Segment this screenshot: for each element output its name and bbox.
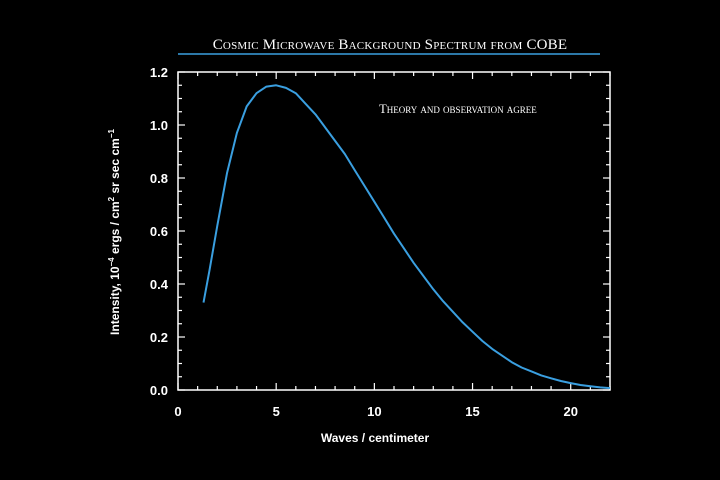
chart-title: Cosmic Microwave Background Spectrum fro… [213,37,568,53]
x-axis-ticks: 0 5 10 15 20 [174,72,611,419]
y-tick-label: 1.0 [150,118,168,133]
x-axis-label: Waves / centimeter [321,431,430,445]
x-tick-label: 0 [174,404,181,419]
y-tick-label: 0.6 [150,224,168,239]
x-tick-label: 5 [273,404,280,419]
x-tick-label: 20 [563,404,577,419]
y-tick-label: 0.2 [150,330,168,345]
y-axis-ticks: 0.0 0.2 0.4 0.6 0.8 1.0 1.2 [150,65,610,398]
x-tick-label: 10 [367,404,381,419]
y-axis-label: Intensity, 10−4 ergs / cm2 sr sec cm−1 [107,128,122,334]
y-tick-label: 0.0 [150,383,168,398]
x-tick-label: 15 [465,404,479,419]
y-tick-label: 0.4 [150,277,169,292]
spectrum-curve [202,84,611,390]
y-tick-label: 1.2 [150,65,168,80]
y-tick-label: 0.8 [150,171,168,186]
annotation-label: Theory and observation agree [379,102,537,116]
